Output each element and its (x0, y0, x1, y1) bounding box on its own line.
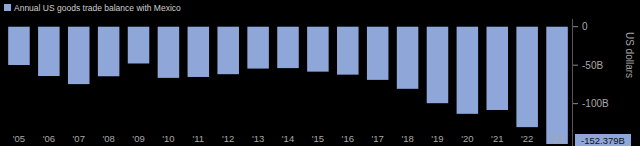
bar (188, 27, 210, 77)
y-axis-line (572, 19, 573, 146)
x-tick-label: '07 (73, 133, 85, 144)
bar (546, 27, 568, 144)
bar (427, 27, 449, 104)
value-label: -152.379B (581, 135, 625, 146)
bar (337, 27, 359, 75)
value-label-box (575, 134, 631, 146)
x-tick-label: '05 (13, 133, 25, 144)
x-tick-label: '16 (342, 133, 354, 144)
x-tick-label: '18 (401, 133, 413, 144)
bars (8, 27, 568, 144)
y-tick (573, 65, 578, 66)
x-tick-label: '12 (222, 133, 234, 144)
x-tick-label: '21 (491, 133, 503, 144)
x-tick-label: '22 (521, 133, 533, 144)
bar (397, 27, 419, 89)
bar (307, 27, 329, 72)
bar (128, 27, 150, 64)
x-tick-label: '14 (282, 133, 294, 144)
y-tick-label: -50B (582, 60, 603, 71)
bar (487, 27, 509, 110)
y-tick (573, 26, 578, 27)
y-tick-label: 0 (582, 21, 588, 32)
x-tick-label: '23 (551, 133, 563, 144)
bar (367, 27, 389, 80)
bar (38, 27, 60, 76)
x-tick-label: '10 (162, 133, 174, 144)
legend-swatch (4, 4, 11, 11)
bar (98, 27, 120, 77)
y-tick-label: -100B (582, 98, 609, 109)
chart: 0 -50B -100B US dollars '05 '06 '07 '08 '09 '10 '1… (0, 0, 640, 146)
bar (516, 27, 538, 127)
x-tick-label: '06 (43, 133, 55, 144)
x-tick-label: '08 (102, 133, 114, 144)
y-tick (573, 103, 578, 104)
x-tick-label: '17 (371, 133, 383, 144)
x-tick-label: '13 (252, 133, 264, 144)
x-tick-label: '20 (461, 133, 473, 144)
bar (277, 27, 299, 68)
x-tick-label: '15 (312, 133, 324, 144)
x-tick-label: '11 (192, 133, 204, 144)
bar (457, 27, 479, 114)
bar (158, 27, 180, 78)
bar (68, 27, 90, 84)
x-tick-label: '09 (132, 133, 144, 144)
x-tick-label: '19 (431, 133, 443, 144)
bar (8, 27, 30, 65)
legend-label: Annual US goods trade balance with Mexic… (14, 3, 181, 13)
bar (217, 27, 239, 74)
bar (247, 27, 269, 69)
y-axis-title: US dollars (624, 32, 635, 78)
